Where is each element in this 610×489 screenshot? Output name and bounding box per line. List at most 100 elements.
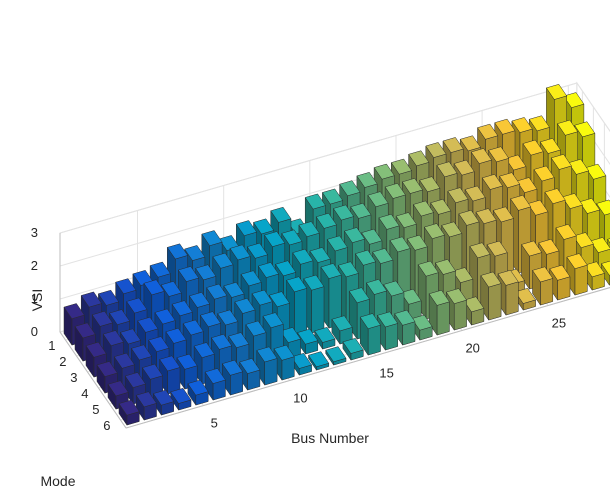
bar-top-face [361, 228, 383, 245]
bar-top-face [176, 353, 198, 370]
bar-top-face [315, 212, 337, 229]
bar-top-face [204, 368, 226, 384]
bar-top-face [165, 327, 187, 344]
bar-top-face [80, 291, 102, 308]
bar-top-face [555, 224, 577, 240]
bar-top-face [236, 220, 257, 236]
bar-top-face [154, 308, 176, 325]
bar-top-face [572, 232, 594, 248]
bar-bus-27-mode-6 [566, 253, 588, 296]
bar-top-face [419, 176, 441, 193]
bar-top-face [348, 287, 370, 304]
bar-top-face [292, 248, 314, 265]
bar-top-face [568, 158, 589, 175]
y-tick-label: 5 [92, 402, 99, 417]
bar-top-face [607, 238, 610, 244]
bar-top-face [574, 121, 596, 138]
bar-top-face [475, 208, 497, 224]
bar-top-face [550, 154, 572, 170]
bar-top-face [304, 193, 326, 210]
bar-top-face [366, 279, 387, 295]
bar-top-face [585, 163, 607, 180]
bar-top-face [539, 138, 561, 154]
bar-top-face [486, 240, 508, 257]
bar-top-face [514, 288, 536, 304]
bar-bus-4-mode-5 [159, 355, 181, 395]
bar-top-face [355, 249, 376, 266]
bar-bus-6-mode-6 [204, 368, 226, 401]
z-tick-label: 2 [31, 258, 38, 273]
bar-top-face [322, 188, 343, 205]
bar-bus-4-mode-6 [170, 388, 192, 411]
bar-top-face [98, 289, 119, 306]
bar-bus-12-mode-6 [308, 351, 330, 371]
bar-top-face [309, 247, 331, 263]
bar-top-face [149, 261, 171, 278]
bar-top-face [480, 271, 502, 288]
bar-top-face [333, 204, 354, 221]
bar-top-face [170, 388, 192, 404]
bars-group [63, 84, 610, 426]
bar-top-face [184, 245, 206, 261]
x-tick-label: 5 [211, 416, 218, 431]
bar-top-face [228, 332, 250, 348]
bar-top-face [494, 118, 516, 135]
bar-top-face [391, 158, 412, 175]
bar-top-face [583, 261, 605, 278]
z-tick-label: 1 [31, 291, 38, 306]
bar-top-face [373, 163, 395, 180]
bar-top-face [435, 259, 456, 275]
bar-top-face [528, 115, 550, 132]
x-tick-label: 20 [465, 341, 479, 356]
bar-top-face [223, 282, 245, 298]
bar-bus-11-mode-6 [291, 353, 312, 376]
bar-top-face [189, 292, 210, 308]
bar-top-face [470, 148, 492, 164]
bar-top-face [464, 185, 486, 202]
grid-line-vsi-3 [59, 82, 610, 234]
bar-top-face [308, 351, 330, 368]
bar-top-face [201, 230, 223, 246]
bar-front-face [557, 276, 571, 301]
bar-top-face [458, 209, 480, 226]
bar-top-face [137, 316, 159, 333]
bar-bus-9-mode-6 [256, 346, 278, 386]
bar-bus-13-mode-5 [314, 327, 336, 350]
bar-front-face [453, 299, 467, 331]
bar-front-face [311, 286, 325, 334]
bar-top-face [492, 206, 514, 223]
bar-top-face [521, 240, 543, 257]
bar-top-face [505, 154, 527, 171]
bar-bus-3-mode-6 [153, 389, 174, 416]
bar-top-face [499, 172, 521, 189]
bar-bus-19-mode-6 [428, 289, 450, 336]
x-axis-label: Bus Number [291, 430, 369, 446]
bar-front-face [488, 283, 502, 321]
bar-top-face [331, 315, 353, 332]
bar-top-face [590, 237, 610, 253]
bar-top-face [212, 252, 234, 269]
bar-top-face [240, 270, 262, 287]
bar-top-face [320, 263, 342, 279]
bar-top-face [447, 187, 469, 204]
tick-labels: 510152025301234560123 [31, 225, 566, 433]
y-tick-label: 4 [81, 386, 88, 401]
bar-bus-2-mode-6 [135, 391, 157, 421]
bar-top-face [234, 298, 256, 314]
bar-top-face [270, 206, 292, 223]
bar-top-face [557, 119, 578, 136]
bar-top-face [339, 180, 361, 197]
bar-top-face [442, 137, 464, 153]
bar-top-face [516, 177, 538, 193]
bar-top-face [291, 353, 312, 369]
bar-top-face [511, 117, 533, 133]
bar-top-face [326, 235, 348, 252]
bar-top-face [258, 262, 279, 278]
bar-bus-13-mode-6 [325, 346, 347, 366]
bar-top-face [453, 159, 475, 176]
bar-top-face [115, 278, 137, 295]
bar-top-face [182, 319, 204, 336]
y-axis-line [59, 331, 127, 429]
bar-top-face [167, 243, 188, 260]
bar-top-face [527, 199, 549, 216]
